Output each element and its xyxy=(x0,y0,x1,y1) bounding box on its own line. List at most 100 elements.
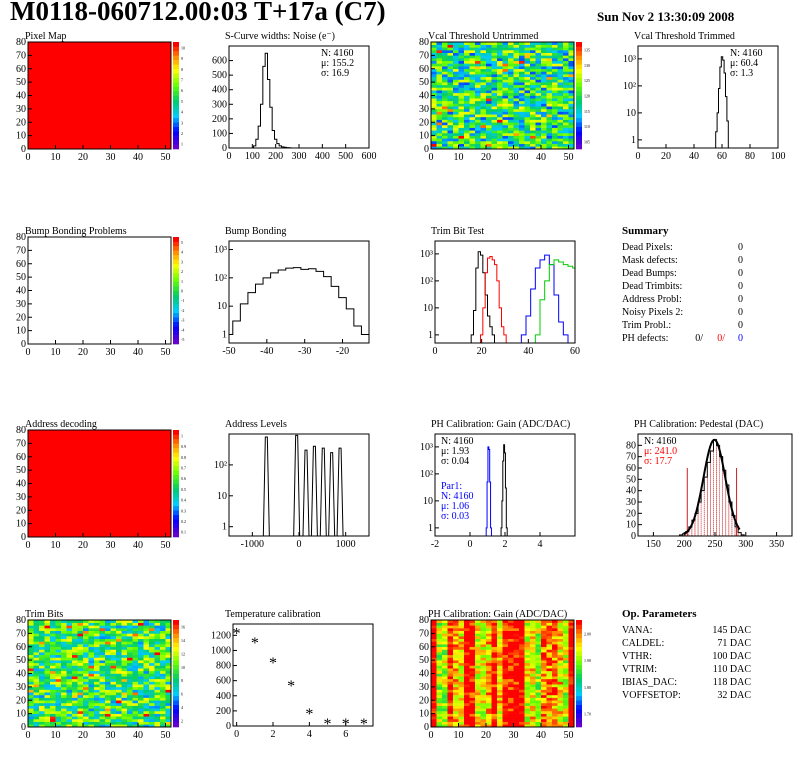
heatmap-cell xyxy=(541,47,547,51)
heatmap-cell xyxy=(508,103,514,107)
heatmap-cell xyxy=(491,692,498,696)
palette-cell xyxy=(173,519,179,524)
heatmap-cell xyxy=(61,628,67,631)
heatmap-cell xyxy=(513,686,520,690)
heatmap-cell xyxy=(546,700,553,704)
heatmap-cell xyxy=(491,628,498,631)
heatmap-cell xyxy=(491,87,498,91)
heatmap-cell xyxy=(431,646,437,650)
heatmap-cell xyxy=(442,124,448,128)
heatmap-cell xyxy=(453,84,459,88)
heatmap-cell xyxy=(519,138,525,142)
heatmap-cell xyxy=(513,638,520,642)
heatmap-cell xyxy=(72,668,78,672)
palette-label: 4 xyxy=(181,110,183,115)
heatmap-cell xyxy=(491,660,498,664)
heatmap-cell xyxy=(33,636,40,640)
heatmap-cell xyxy=(442,724,448,728)
heatmap-cell xyxy=(475,138,481,142)
heatmap-cell xyxy=(83,644,89,648)
heatmap-cell xyxy=(105,718,111,722)
heatmap-cell xyxy=(431,108,437,112)
heatmap-cell xyxy=(105,716,111,720)
heatmap-cell xyxy=(568,694,575,698)
heatmap-cell xyxy=(557,52,564,56)
heatmap-cell xyxy=(77,670,84,674)
heatmap-cell xyxy=(480,713,487,717)
heatmap-cell xyxy=(154,716,161,720)
heatmap-cell xyxy=(563,100,569,104)
heatmap-cell xyxy=(563,44,569,48)
heatmap-cell xyxy=(442,95,448,99)
heatmap-cell xyxy=(110,620,117,623)
heatmap-cell xyxy=(138,620,144,623)
heatmap-cell xyxy=(497,90,503,94)
heatmap-cell xyxy=(530,140,536,144)
heatmap-cell xyxy=(83,718,89,722)
heatmap-cell xyxy=(447,716,454,720)
heatmap-cell xyxy=(442,47,448,51)
heatmap-cell xyxy=(39,620,45,623)
heatmap-cell xyxy=(552,649,558,653)
heatmap-cell xyxy=(165,670,172,674)
heatmap-cell xyxy=(469,676,476,680)
heatmap-cell xyxy=(552,628,558,631)
heatmap-cell xyxy=(497,713,503,717)
heatmap-cell xyxy=(94,724,100,728)
heatmap-cell xyxy=(530,92,536,96)
palette-label: 0 xyxy=(181,289,183,294)
heatmap-cell xyxy=(39,689,45,693)
heatmap-cell xyxy=(475,628,481,631)
heatmap-cell xyxy=(431,76,437,80)
heatmap-cell xyxy=(447,130,454,134)
plot-frame xyxy=(434,240,576,344)
plot-area xyxy=(715,56,730,148)
heatmap-cell xyxy=(154,697,161,701)
palette-cell xyxy=(173,704,179,710)
heatmap-cell xyxy=(121,689,128,693)
heatmap-cell xyxy=(519,721,525,725)
heatmap-cell xyxy=(497,106,503,110)
table-label: Mask defects: xyxy=(622,255,678,266)
heatmap-cell xyxy=(557,678,564,682)
heatmap-cell xyxy=(94,721,100,725)
y-tick-label: 60 xyxy=(419,64,429,75)
heatmap-cell xyxy=(541,79,547,83)
heatmap-cell xyxy=(453,686,459,690)
heatmap-cell xyxy=(447,673,454,677)
heatmap-cell xyxy=(39,713,45,717)
heatmap-cell xyxy=(491,108,498,112)
heatmap-cell xyxy=(491,718,498,722)
heatmap-cell xyxy=(557,108,564,112)
y-tick-label: 50 xyxy=(626,474,636,485)
heatmap-cell xyxy=(464,670,470,674)
heatmap-cell xyxy=(94,710,100,714)
heatmap-cell xyxy=(502,138,509,142)
heatmap-cell xyxy=(165,700,172,704)
heatmap-cell xyxy=(568,716,575,720)
heatmap-cell xyxy=(61,681,67,685)
heatmap-cell xyxy=(447,681,454,685)
heatmap-cell xyxy=(138,708,144,712)
data-point: * xyxy=(251,635,259,652)
heatmap-cell xyxy=(464,641,470,645)
heatmap-cell xyxy=(475,646,481,650)
heatmap-cell xyxy=(160,636,166,640)
heatmap-cell xyxy=(143,665,150,669)
heatmap-cell xyxy=(524,79,531,83)
heatmap-cell xyxy=(453,630,459,634)
heatmap-cell xyxy=(61,657,67,661)
heatmap-cell xyxy=(464,66,470,70)
heatmap-cell xyxy=(431,47,437,51)
heatmap-cell xyxy=(486,716,492,720)
heatmap-cell xyxy=(33,692,40,696)
y-tick-label: 80 xyxy=(419,615,429,626)
heatmap-cell xyxy=(546,71,553,75)
heatmap-cell xyxy=(486,710,492,714)
heatmap-cell xyxy=(530,116,536,120)
palette-label: 2 xyxy=(181,131,183,136)
heatmap-cell xyxy=(138,628,144,631)
heatmap-cell xyxy=(486,676,492,680)
